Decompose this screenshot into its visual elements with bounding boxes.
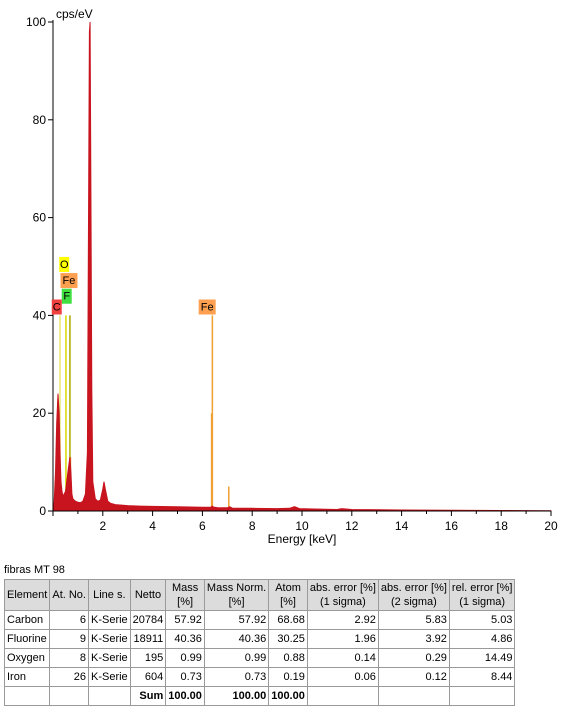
sum-cell: Sum xyxy=(129,686,167,706)
x-tick-label: 6 xyxy=(199,519,206,533)
column-header: abs. error [%] (2 sigma) xyxy=(377,579,450,611)
table-caption: fibras MT 98 xyxy=(4,564,65,576)
sum-cell xyxy=(3,686,51,706)
table-cell: 26 xyxy=(49,667,89,687)
element-label: O xyxy=(60,259,69,271)
table-cell: Iron xyxy=(3,667,51,687)
x-tick-label: 18 xyxy=(495,519,509,533)
sum-cell xyxy=(306,686,379,706)
table-cell: 8.44 xyxy=(448,667,516,687)
table-cell: 40.36 xyxy=(203,629,270,649)
table-cell: 0.88 xyxy=(268,648,308,668)
table-cell: K-Serie xyxy=(87,629,131,649)
x-tick-label: 10 xyxy=(295,519,309,533)
y-tick-label: 0 xyxy=(39,504,46,518)
table-cell: 57.92 xyxy=(203,610,270,630)
element-label-box xyxy=(60,273,78,289)
sum-cell xyxy=(87,686,131,706)
table-row: Iron 26 K-Serie 604 0.73 0.73 0.19 0.06 0.12 8.44 xyxy=(3,667,516,687)
quantification-table: Element At. No. Line s. Netto Mass [%] Mass N… xyxy=(3,579,516,706)
table-cell: 0.14 xyxy=(306,648,379,668)
table-cell: 5.03 xyxy=(448,610,516,630)
element-label-box xyxy=(51,299,62,315)
x-tick-label: 12 xyxy=(345,519,359,533)
table-cell: 0.73 xyxy=(203,667,270,687)
x-tick-label: 8 xyxy=(249,519,256,533)
table-cell: K-Serie xyxy=(87,648,131,668)
spectrum-chart: 0 20 40 60 80 100 2 4 6 8 10 12 14 16 18 20 O Fe FC Fe cps… xyxy=(26,7,558,546)
element-label: C xyxy=(53,301,61,313)
column-header: abs. error [%] (1 sigma) xyxy=(306,579,379,611)
table-row: Fluorine 9 K-Serie 18911 40.36 40.36 30.25 1.96… xyxy=(3,629,516,649)
table-cell: 40.36 xyxy=(165,629,205,649)
element-label: Fe xyxy=(201,301,214,313)
table-cell: 18911 xyxy=(129,629,167,649)
element-label: F xyxy=(63,291,70,303)
table-cell: 0.29 xyxy=(377,648,450,668)
table-cell: 6 xyxy=(49,610,89,630)
element-label-box xyxy=(59,256,70,272)
table-cell: 20784 xyxy=(129,610,167,630)
table-cell: 0.73 xyxy=(165,667,205,687)
x-tick-label: 14 xyxy=(395,519,409,533)
y-axis-title: cps/eV xyxy=(56,7,93,21)
sum-cell: 100.00 xyxy=(203,686,270,706)
x-tick-label: 20 xyxy=(544,519,558,533)
y-tick-label: 60 xyxy=(33,211,47,225)
table-header-row: Element At. No. Line s. Netto Mass [%] Mass N… xyxy=(3,579,516,611)
column-header: Element xyxy=(3,579,51,611)
column-header: Mass [%] xyxy=(165,579,205,611)
x-axis-title: Energy [keV] xyxy=(268,532,337,546)
column-header: At. No. xyxy=(49,579,89,611)
y-tick-label: 40 xyxy=(33,308,47,322)
table-cell: 14.49 xyxy=(448,648,516,668)
table-cell: 2.92 xyxy=(306,610,379,630)
y-tick-label: 80 xyxy=(33,113,47,127)
x-tick-label: 16 xyxy=(445,519,459,533)
table-cell: 195 xyxy=(129,648,167,668)
element-label-box xyxy=(61,288,72,304)
x-tick-label: 4 xyxy=(149,519,156,533)
table-cell: 0.19 xyxy=(268,667,308,687)
table-cell: 30.25 xyxy=(268,629,308,649)
table-cell: 1.96 xyxy=(306,629,379,649)
table-row: Oxygen 8 K-Serie 195 0.99 0.99 0.88 0.14 0.29 14.… xyxy=(3,648,516,668)
table-cell: 0.99 xyxy=(165,648,205,668)
table-cell: 0.12 xyxy=(377,667,450,687)
element-label-box xyxy=(198,299,216,315)
x-tick-label: 2 xyxy=(99,519,106,533)
table-cell: 4.86 xyxy=(448,629,516,649)
y-tick-label: 20 xyxy=(33,406,47,420)
sum-row: Sum 100.00 100.00 100.00 xyxy=(3,686,516,706)
element-label: Fe xyxy=(63,275,76,287)
table-cell: Fluorine xyxy=(3,629,51,649)
table-cell: 5.83 xyxy=(377,610,450,630)
table-cell: 0.99 xyxy=(203,648,270,668)
table-row: Carbon 6 K-Serie 20784 57.92 57.92 68.68 2.92 5.… xyxy=(3,610,516,630)
sum-cell xyxy=(49,686,89,706)
table-cell: 68.68 xyxy=(268,610,308,630)
table-cell: 9 xyxy=(49,629,89,649)
table-cell: Carbon xyxy=(3,610,51,630)
column-header: rel. error [%] (1 sigma) xyxy=(448,579,516,611)
column-header: Netto xyxy=(129,579,167,611)
table-cell: Oxygen xyxy=(3,648,51,668)
sum-cell: 100.00 xyxy=(165,686,205,706)
sum-cell xyxy=(448,686,516,706)
column-header: Line s. xyxy=(87,579,131,611)
table-cell: 604 xyxy=(129,667,167,687)
table-cell: 3.92 xyxy=(377,629,450,649)
column-header: Atom [%] xyxy=(268,579,308,611)
table-cell: 8 xyxy=(49,648,89,668)
table-cell: 0.06 xyxy=(306,667,379,687)
column-header: Mass Norm. [%] xyxy=(203,579,270,611)
sum-cell: 100.00 xyxy=(268,686,308,706)
table-cell: K-Serie xyxy=(87,667,131,687)
sum-cell xyxy=(377,686,450,706)
table-cell: K-Serie xyxy=(87,610,131,630)
spectrum-area xyxy=(53,21,552,512)
y-tick-label: 100 xyxy=(26,15,46,29)
table-cell: 57.92 xyxy=(165,610,205,630)
